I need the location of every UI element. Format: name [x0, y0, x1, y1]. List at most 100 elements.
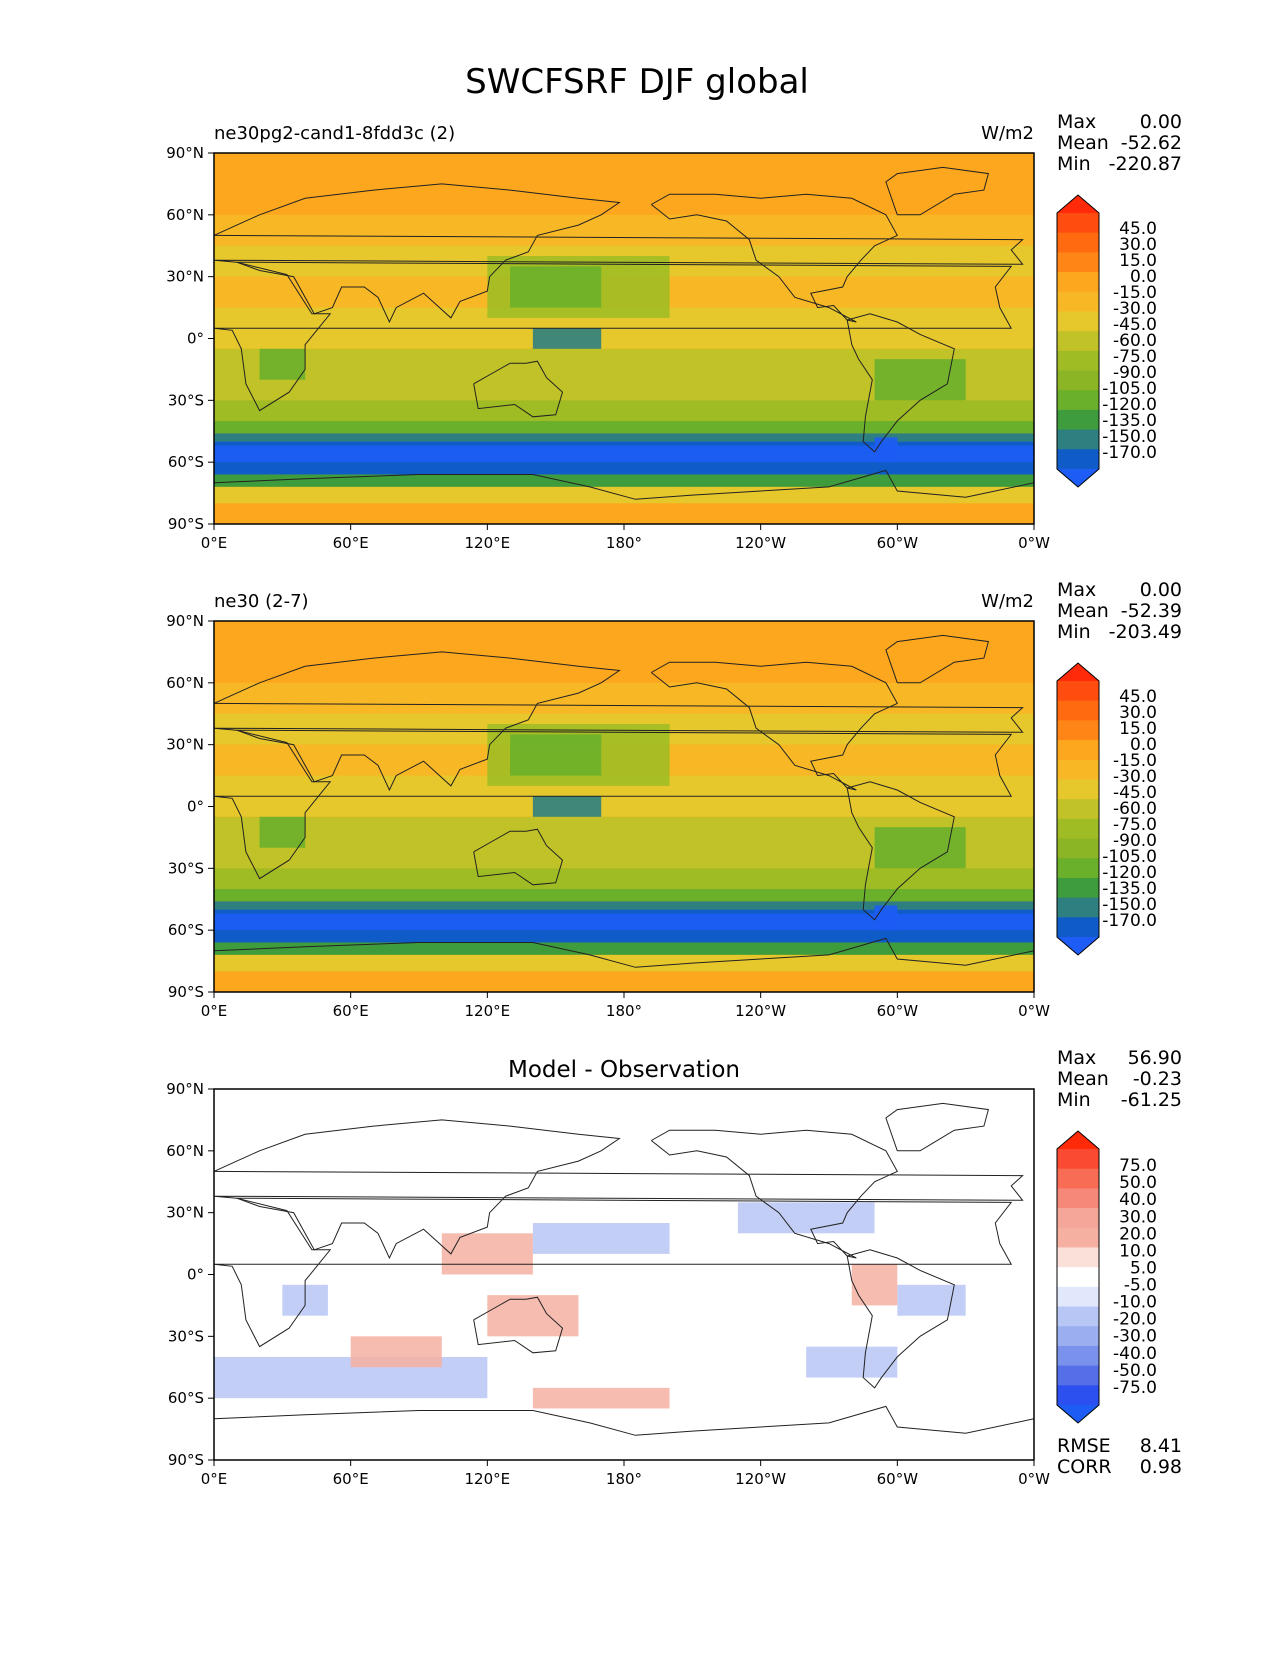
colorbar-outline — [1056, 1130, 1100, 1424]
coastline — [473, 1296, 564, 1354]
colorbar-extend-top — [1057, 663, 1099, 681]
colorbar-label: -150.0 — [1102, 427, 1157, 447]
y-tick-label: 30°N — [166, 268, 204, 286]
x-tick-label: 0°W — [1018, 534, 1050, 552]
field-band — [214, 971, 1034, 992]
field-patch — [851, 1264, 898, 1306]
colorbar-segment — [1057, 272, 1099, 293]
panel-title-left: ne30 (2-7) — [214, 591, 309, 612]
colorbar-extend-top — [1057, 195, 1099, 213]
coastline — [213, 1197, 1013, 1348]
colorbar-label: -30.0 — [1113, 299, 1157, 319]
colorbar-label: -20.0 — [1113, 1310, 1157, 1330]
colorbar-segment — [1057, 700, 1099, 721]
field-patch — [259, 348, 306, 380]
stat-value: -52.62 — [1121, 132, 1182, 154]
stat-label: Mean — [1057, 1068, 1109, 1090]
colorbar-segment — [1057, 838, 1099, 859]
y-tick-label: 60°N — [166, 1142, 204, 1160]
colorbar-label: 30.0 — [1119, 703, 1157, 723]
stat-label: Min — [1057, 153, 1091, 175]
y-tick-label: 0° — [187, 798, 204, 816]
metric-label: CORR — [1057, 1456, 1112, 1478]
field-band — [214, 888, 1034, 902]
colorbar-outline — [1056, 194, 1100, 488]
colorbar-label: -105.0 — [1102, 847, 1157, 867]
field-patch — [441, 1233, 533, 1275]
colorbar-segment — [1057, 681, 1099, 702]
y-tick-label: 90°N — [166, 1080, 204, 1098]
metric-value: 8.41 — [1140, 1435, 1182, 1457]
stat-label: Max — [1057, 111, 1096, 133]
field-band — [214, 621, 1034, 683]
coastline — [213, 1405, 1035, 1436]
colorbar-label: -60.0 — [1113, 799, 1157, 819]
colorbar-segment — [1057, 799, 1099, 820]
colorbar-extend-top — [1057, 1131, 1099, 1149]
colorbar-segment — [1057, 720, 1099, 741]
stat-label: Min — [1057, 621, 1091, 643]
field-patch — [806, 1346, 898, 1378]
field-patch — [532, 796, 602, 817]
colorbar-segment — [1057, 331, 1099, 352]
coastline — [473, 828, 564, 886]
colorbar-label: -75.0 — [1113, 347, 1157, 367]
y-tick-label: 30°N — [166, 1204, 204, 1222]
metric-value: 0.98 — [1140, 1456, 1182, 1478]
y-tick-label: 90°S — [168, 983, 204, 1001]
stat-label: Max — [1057, 1047, 1096, 1069]
stat-label: Min — [1057, 1089, 1091, 1111]
colorbar-label: 0.0 — [1130, 267, 1157, 287]
colorbar-label: -170.0 — [1102, 911, 1157, 931]
colorbar-extend-bottom — [1057, 1405, 1099, 1423]
y-tick-label: 30°S — [168, 1327, 204, 1345]
colorbar-segment — [1057, 877, 1099, 899]
field-band — [214, 433, 1034, 442]
colorbar-label: -30.0 — [1113, 1327, 1157, 1347]
colorbar-extend-bottom — [1057, 937, 1099, 955]
colorbar-label: -90.0 — [1113, 363, 1157, 383]
field-band — [214, 901, 1034, 910]
field-patch — [350, 1336, 442, 1368]
colorbar-segment — [1057, 409, 1099, 431]
x-tick-label: 60°W — [877, 1470, 919, 1488]
coastline — [846, 313, 955, 453]
colorbar-label: -90.0 — [1113, 831, 1157, 851]
field-patch — [259, 816, 306, 848]
colorbar-label: 45.0 — [1119, 687, 1157, 707]
colorbar-segment — [1057, 858, 1099, 879]
colorbar-segment — [1057, 740, 1099, 761]
colorbar-label: 50.0 — [1119, 1173, 1157, 1193]
x-tick-label: 180° — [606, 1470, 642, 1488]
colorbar-label: 40.0 — [1119, 1190, 1157, 1210]
colorbar-label: -170.0 — [1102, 443, 1157, 463]
y-tick-label: 90°S — [168, 515, 204, 533]
colorbar-segment — [1057, 1267, 1099, 1288]
x-tick-label: 0°E — [201, 1002, 228, 1020]
coastline — [650, 193, 898, 323]
colorbar-label: -105.0 — [1102, 379, 1157, 399]
y-tick-label: 60°N — [166, 674, 204, 692]
y-tick-label: 90°N — [166, 612, 204, 630]
field-band — [214, 486, 1034, 504]
colorbar-segment — [1057, 350, 1099, 372]
x-tick-label: 0°W — [1018, 1470, 1050, 1488]
x-tick-label: 60°W — [877, 1002, 919, 1020]
colorbar-segment — [1057, 213, 1099, 234]
colorbar-segment — [1057, 1208, 1099, 1229]
colorbar-label: 30.0 — [1119, 235, 1157, 255]
colorbar-segment — [1057, 311, 1099, 332]
field-patch — [214, 445, 1034, 463]
y-tick-label: 60°S — [168, 921, 204, 939]
y-tick-label: 90°S — [168, 1451, 204, 1469]
colorbar-segment — [1057, 897, 1099, 918]
colorbar-segment — [1057, 759, 1099, 780]
colorbar-segment — [1057, 1306, 1099, 1327]
colorbar-segment — [1057, 1326, 1099, 1347]
field-band — [214, 214, 1034, 246]
stat-label: Max — [1057, 579, 1096, 601]
colorbar-label: -45.0 — [1113, 315, 1157, 335]
coastline — [650, 1129, 898, 1259]
stat-value: -203.49 — [1109, 621, 1182, 643]
